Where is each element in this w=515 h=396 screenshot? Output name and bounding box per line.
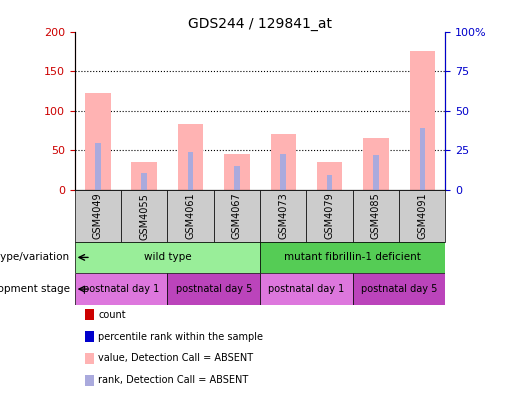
- Text: GSM4055: GSM4055: [139, 192, 149, 240]
- Bar: [317, 162, 342, 190]
- Text: wild type: wild type: [144, 252, 191, 263]
- Bar: [260, 273, 353, 305]
- Text: rank, Detection Call = ABSENT: rank, Detection Call = ABSENT: [98, 375, 249, 385]
- Bar: [167, 190, 214, 242]
- Bar: [399, 190, 445, 242]
- Bar: [75, 190, 121, 242]
- Text: development stage: development stage: [0, 284, 70, 294]
- Bar: [281, 154, 286, 190]
- Bar: [142, 173, 147, 190]
- Text: GSM4091: GSM4091: [417, 192, 427, 239]
- Text: count: count: [98, 310, 126, 320]
- Text: postnatal day 5: postnatal day 5: [361, 284, 437, 294]
- Bar: [75, 273, 167, 305]
- Text: GSM4073: GSM4073: [278, 192, 288, 240]
- Bar: [75, 242, 260, 273]
- Bar: [260, 242, 445, 273]
- Text: postnatal day 5: postnatal day 5: [176, 284, 252, 294]
- Title: GDS244 / 129841_at: GDS244 / 129841_at: [188, 17, 332, 30]
- Bar: [167, 273, 260, 305]
- Text: GSM4061: GSM4061: [185, 192, 196, 239]
- Text: GSM4085: GSM4085: [371, 192, 381, 240]
- Text: percentile rank within the sample: percentile rank within the sample: [98, 331, 263, 342]
- Bar: [260, 190, 306, 242]
- Bar: [409, 51, 435, 190]
- Text: GSM4067: GSM4067: [232, 192, 242, 240]
- Bar: [353, 273, 445, 305]
- Bar: [420, 128, 425, 190]
- Bar: [373, 155, 379, 190]
- Bar: [85, 93, 111, 190]
- Text: mutant fibrillin-1 deficient: mutant fibrillin-1 deficient: [284, 252, 421, 263]
- Text: postnatal day 1: postnatal day 1: [83, 284, 159, 294]
- Bar: [131, 162, 157, 190]
- Bar: [188, 152, 193, 190]
- Bar: [363, 138, 389, 190]
- Bar: [270, 134, 296, 190]
- Bar: [327, 175, 332, 190]
- Text: postnatal day 1: postnatal day 1: [268, 284, 345, 294]
- Text: genotype/variation: genotype/variation: [0, 252, 70, 263]
- Text: value, Detection Call = ABSENT: value, Detection Call = ABSENT: [98, 353, 253, 364]
- Bar: [95, 143, 100, 190]
- Bar: [178, 124, 203, 190]
- Bar: [121, 190, 167, 242]
- Bar: [306, 190, 353, 242]
- Bar: [224, 154, 250, 190]
- Text: GSM4049: GSM4049: [93, 192, 103, 239]
- Bar: [214, 190, 260, 242]
- Bar: [234, 166, 239, 190]
- Bar: [353, 190, 399, 242]
- Text: GSM4079: GSM4079: [324, 192, 335, 240]
